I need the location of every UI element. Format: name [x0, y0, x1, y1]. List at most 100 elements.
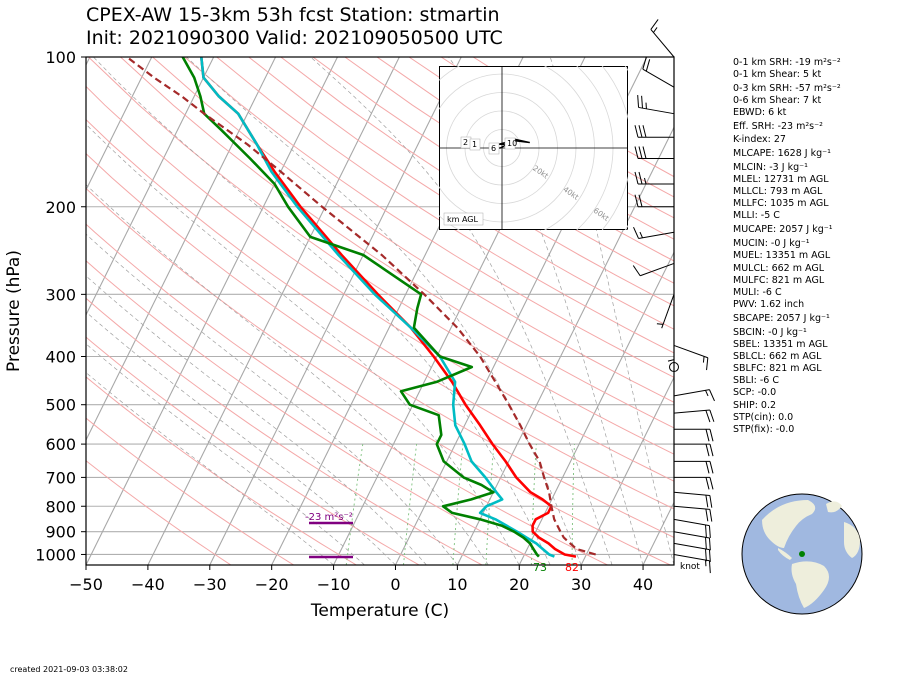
dry-adiabat [312, 57, 674, 284]
wind-barb [673, 518, 711, 538]
dry-adiabat [86, 119, 674, 510]
x-axis-label: Temperature (C) [310, 601, 449, 621]
dry-adiabat [86, 85, 674, 482]
dry-adiabat [86, 297, 483, 565]
dry-adiabat [86, 153, 674, 538]
surface-temperature-label: 82 [565, 561, 579, 574]
dry-adiabat [86, 260, 545, 565]
x-tick-label: 40 [633, 575, 653, 594]
x-tick-label: −50 [69, 575, 103, 594]
y-tick-label: 500 [45, 396, 76, 415]
created-timestamp: created 2021-09-03 03:38:02 [10, 665, 128, 674]
wind-barb [650, 19, 675, 58]
wind-barb [656, 294, 675, 329]
wind-barb [634, 194, 674, 208]
parameter-line: SBLI: -6 C [733, 375, 779, 387]
hodograph-height-label: 10 [507, 139, 517, 148]
dry-adiabat [184, 57, 674, 378]
annotations: 73 82 -23 m²s⁻² knot [305, 512, 700, 574]
isotherm [86, 57, 153, 192]
hodograph-height-label: 6 [491, 144, 496, 153]
parameter-line: SCP: -0.0 [733, 387, 777, 399]
parameter-line: 0-6 km Shear: 7 kt [733, 95, 822, 107]
isotherm [86, 57, 338, 565]
wet-bulb-line [181, 57, 540, 558]
parameter-line: SBEL: 13351 m AGL [733, 339, 828, 351]
mixing-ratio-line [403, 444, 418, 565]
parameter-line: SBLFC: 821 m AGL [733, 363, 822, 375]
globe-central-america [778, 548, 792, 560]
mixing-ratio-line [452, 444, 464, 565]
parameter-line: MUCAPE: 2057 J kg⁻¹ [733, 224, 833, 236]
y-tick-label: 400 [45, 348, 76, 367]
moist-adiabat [86, 372, 334, 565]
parameter-line: 0-1 km Shear: 5 kt [733, 69, 822, 81]
x-tick-label: −30 [193, 575, 227, 594]
hodograph-height-box [488, 142, 500, 155]
wind-barb [637, 95, 675, 115]
wind-barb [673, 542, 711, 563]
parameter-line: MUCIN: -0 J kg⁻¹ [733, 238, 810, 250]
wind-unit-label: knot [680, 562, 700, 572]
surface-dewpoint-label: 73 [533, 561, 547, 574]
moist-adiabat [86, 184, 489, 565]
parameter-line: 0-1 km SRH: -19 m²s⁻² [733, 57, 841, 68]
globe-south-america [791, 561, 829, 608]
locator-globe [741, 493, 863, 615]
parameter-line: PWV: 1.62 inch [733, 298, 805, 310]
parameter-line: MLLCL: 793 m AGL [733, 185, 823, 197]
moist-adiabat [86, 275, 427, 565]
isotherm [147, 57, 400, 565]
wind-barb [673, 553, 711, 574]
x-tick-label: −20 [255, 575, 289, 594]
mixing-ratio-line [345, 444, 364, 565]
wind-barb [634, 171, 674, 185]
y-tick-label: 800 [45, 497, 76, 516]
chart-title-line-1: CPEX-AW 15-3km 53h fcst Station: stmarti… [86, 4, 500, 26]
isotherm [456, 126, 674, 565]
parameter-line: MULFC: 821 m AGL [733, 274, 825, 286]
y-tick-label: 300 [45, 285, 76, 304]
dry-adiabat [248, 57, 674, 330]
hodograph-inset: 20kt40kt60kt80kt21610km AGL [439, 66, 628, 230]
parameter-line: SBLCL: 662 m AGL [733, 351, 822, 363]
globe-north-america [762, 500, 816, 548]
moist-adiabat [549, 57, 674, 565]
wind-barb [673, 491, 713, 508]
dry-adiabat [86, 376, 357, 565]
axes: −50 −40 −30 −20 −10 0 10 20 30 40 100 200 300 400 500 6… [4, 48, 653, 621]
mixing-ratio-line [485, 444, 495, 565]
parameter-line: MLCIN: -3 J kg⁻¹ [733, 161, 808, 173]
isotherm [209, 57, 462, 565]
wind-barb [673, 344, 709, 371]
parameter-line: 0-3 km SRH: -57 m²s⁻² [733, 83, 841, 95]
y-tick-label: 200 [45, 198, 76, 217]
parameter-line: MLLI: -5 C [733, 210, 780, 222]
x-tick-label: 20 [509, 575, 529, 594]
parameter-line: STP(cin): 0.0 [733, 411, 794, 423]
hodograph-height-box [469, 138, 481, 151]
mixing-ratio-line [530, 444, 537, 565]
wind-barb [673, 531, 711, 551]
wind-barb [634, 146, 674, 160]
moist-adiabat [310, 57, 613, 565]
dry-adiabat [280, 57, 674, 307]
wind-barb [674, 460, 714, 474]
hodograph-label: km AGL [447, 215, 479, 224]
dry-adiabat [120, 57, 674, 429]
hodograph-height-box [504, 137, 516, 150]
y-tick-label: 1000 [35, 545, 76, 564]
wind-barb [634, 125, 674, 138]
parameter-line: EBWD: 6 kt [733, 107, 787, 119]
x-tick-label: −40 [131, 575, 165, 594]
wind-barb [633, 226, 675, 239]
isotherm [86, 57, 277, 442]
x-tick-label: 30 [571, 575, 591, 594]
wind-barb [674, 476, 714, 490]
moist-adiabat [448, 57, 644, 565]
wind-barb [673, 409, 715, 423]
y-tick-label: 100 [45, 48, 76, 67]
parameter-line: MLCAPE: 1628 J kg⁻¹ [733, 147, 831, 159]
wind-barb [642, 57, 675, 88]
